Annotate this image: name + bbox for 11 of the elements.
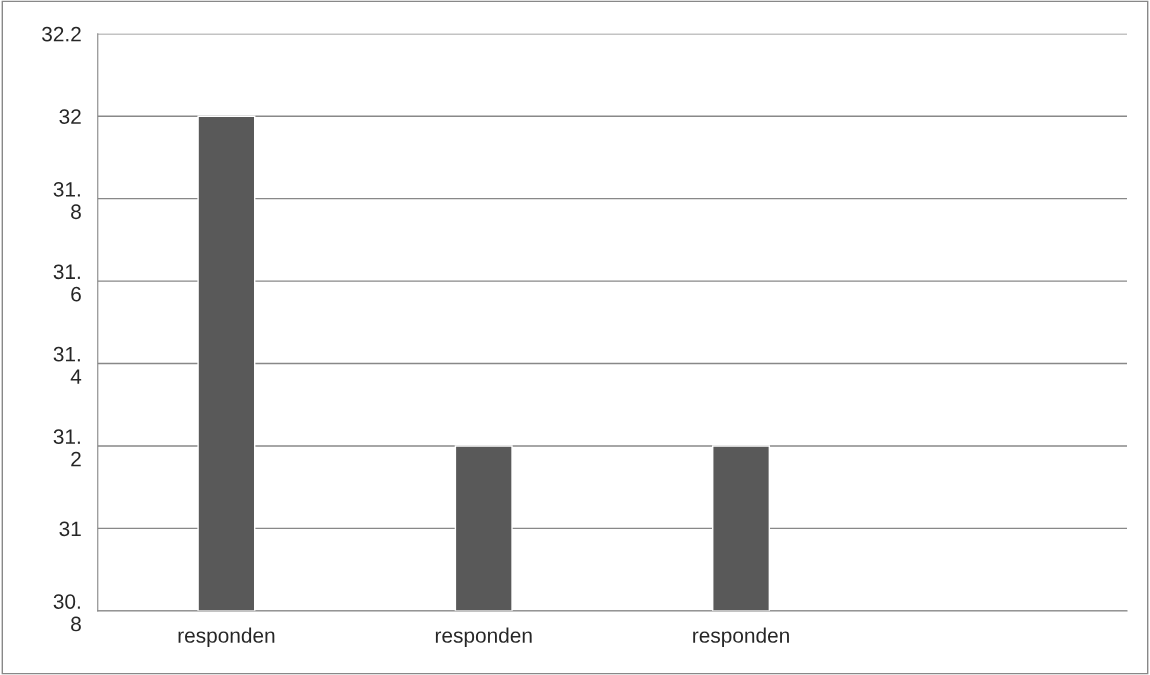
x-tick-label: responden [435,627,532,647]
y-tick-label: 31. 6 [53,264,81,302]
y-tick-label: 31. 4 [53,346,82,384]
y-tick-label: 31. 8 [53,181,81,220]
y-tick-label: 31. 2 [53,429,81,467]
x-tick-label: responden [693,627,789,647]
y-tick-label: 32 [59,109,81,124]
y-tick-label: 32.2 [42,26,81,42]
y-tick-label: 30. 8 [53,594,81,632]
x-tick-label: responden [178,627,275,647]
y-tick-label: 31 [59,521,81,537]
